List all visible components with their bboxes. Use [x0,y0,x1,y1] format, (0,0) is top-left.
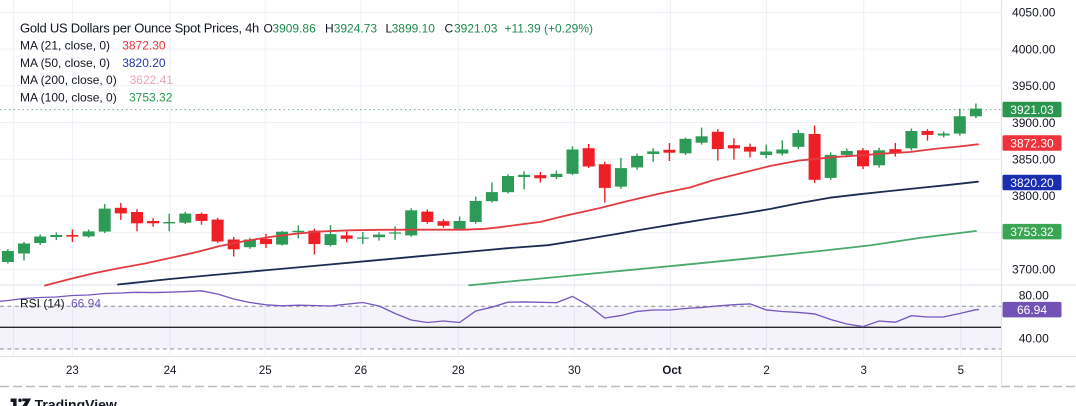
svg-text:40.00: 40.00 [1019,331,1049,345]
svg-text:3820.20: 3820.20 [1010,176,1054,190]
svg-text:4050.00: 4050.00 [1012,6,1056,20]
svg-text:MA (21, close, 0): MA (21, close, 0) [20,39,110,53]
svg-text:3921.03: 3921.03 [454,22,498,36]
svg-text:24: 24 [164,365,177,377]
svg-text:2: 2 [763,365,769,377]
svg-text:3753.32: 3753.32 [1010,225,1054,239]
svg-text:28: 28 [452,365,465,377]
svg-text:3820.20: 3820.20 [122,56,166,70]
svg-text:MA (100, close, 0): MA (100, close, 0) [20,90,117,104]
svg-text:L: L [386,22,393,36]
svg-text:Oct: Oct [662,365,681,377]
svg-text:3899.10: 3899.10 [392,22,436,36]
svg-text:3909.86: 3909.86 [272,22,316,36]
svg-text:TradingView: TradingView [35,397,117,406]
svg-text:C: C [445,22,454,36]
svg-text:3872.30: 3872.30 [1010,136,1054,150]
svg-text:O: O [264,22,273,36]
svg-text:3700.00: 3700.00 [1012,263,1056,277]
svg-text:H: H [325,22,334,36]
svg-text:3800.00: 3800.00 [1012,189,1056,203]
svg-text:25: 25 [259,365,272,377]
svg-text:RSI (14): RSI (14) [20,297,65,311]
svg-text:5: 5 [958,365,964,377]
svg-text:3872.30: 3872.30 [122,39,166,53]
svg-text:Gold US Dollars per Ounce Spot: Gold US Dollars per Ounce Spot Prices, 4… [20,21,259,36]
svg-text:MA (200, close, 0): MA (200, close, 0) [20,73,117,87]
svg-text:3921.03: 3921.03 [1010,103,1054,117]
svg-text:3622.41: 3622.41 [130,73,174,87]
svg-text:3: 3 [860,365,866,377]
svg-text:80.00: 80.00 [1019,288,1049,302]
svg-text:66.94: 66.94 [1017,303,1047,317]
svg-text:4000.00: 4000.00 [1012,42,1056,56]
svg-text:3924.73: 3924.73 [334,22,378,36]
svg-text:+11.39 (+0.29%): +11.39 (+0.29%) [505,22,594,36]
svg-text:23: 23 [66,365,79,377]
svg-text:30: 30 [568,365,581,377]
svg-text:3753.32: 3753.32 [129,90,173,104]
svg-text:3850.00: 3850.00 [1012,153,1056,167]
svg-text:26: 26 [354,365,367,377]
svg-text:3950.00: 3950.00 [1012,79,1056,93]
svg-text:3900.00: 3900.00 [1012,116,1056,130]
svg-text:MA (50, close, 0): MA (50, close, 0) [20,56,110,70]
svg-text:66.94: 66.94 [71,297,101,311]
